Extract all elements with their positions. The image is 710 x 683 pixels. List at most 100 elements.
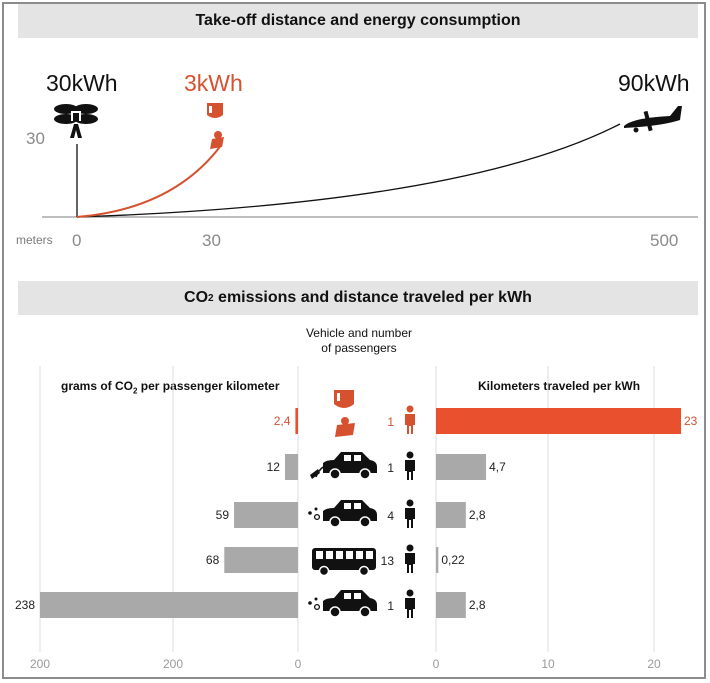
km-value-label: 23 — [684, 414, 698, 428]
jetpack-stripe — [337, 393, 340, 401]
bus-window — [356, 551, 363, 559]
exhaust-puff — [314, 597, 318, 601]
car-wheel — [329, 468, 341, 480]
jetpack-icon — [207, 103, 223, 118]
bus-window — [316, 551, 323, 559]
right-tick-label: 10 — [541, 657, 555, 671]
passenger-count: 4 — [387, 509, 394, 523]
jetpack-path — [76, 143, 223, 218]
car-icon — [308, 590, 377, 618]
right-tick-label: 20 — [647, 657, 661, 671]
passenger-count: 1 — [387, 461, 394, 475]
car-wheel — [329, 606, 341, 618]
car-icon — [308, 500, 377, 528]
left-header-sub: 2 — [133, 386, 138, 396]
passenger-count: 1 — [387, 599, 394, 613]
km-value-label: 2,8 — [469, 598, 486, 612]
drone-icon — [54, 104, 98, 138]
jetpack-flyer-icon — [210, 131, 224, 149]
airplane-energy-label: 90kWh — [618, 70, 690, 96]
left-tick-label: 200 — [163, 657, 183, 671]
x-tick-30: 30 — [202, 231, 221, 250]
bus-window — [346, 551, 353, 559]
bus-wheel — [358, 565, 370, 577]
center-header-line-1: Vehicle and number — [305, 326, 413, 340]
km-value-label: 2,8 — [469, 508, 486, 522]
exhaust-puff — [313, 603, 321, 611]
person-head — [406, 451, 414, 459]
co2-value-label: 59 — [216, 508, 230, 522]
km-bar — [436, 592, 466, 618]
car-window — [344, 503, 351, 509]
passenger-count: 1 — [387, 415, 394, 429]
flyer-head — [341, 417, 349, 425]
jetpack-energy-label: 3kWh — [184, 70, 243, 96]
co2-bar — [295, 408, 298, 434]
person-body — [405, 598, 415, 618]
exhaust-puff — [308, 601, 312, 605]
center-header: Vehicle and number of passengers — [304, 326, 414, 356]
co2-bar — [224, 547, 298, 573]
co2-bar — [234, 502, 298, 528]
airplane-icon — [624, 106, 682, 133]
airplane-path — [76, 123, 621, 218]
co2-bar — [40, 592, 298, 618]
left-tick-label: 0 — [295, 657, 302, 671]
bus-wheel — [318, 565, 330, 577]
passenger-count: 13 — [381, 554, 395, 568]
y-tick-label: 30 — [26, 129, 45, 148]
co2-value-label: 238 — [15, 598, 35, 612]
left-header-prefix: grams of CO — [61, 379, 134, 393]
car-wheel — [359, 468, 371, 480]
co2-value-label: 2,4 — [274, 414, 291, 428]
car-wheel — [359, 516, 371, 528]
jetpack-flyer-icon — [335, 417, 355, 437]
right-header: Kilometers traveled per kWh — [478, 379, 641, 393]
co2-value-label: 68 — [206, 553, 220, 567]
car-window — [354, 593, 361, 599]
plug-head — [310, 469, 320, 479]
person-head — [406, 499, 414, 507]
x-unit-label: meters — [16, 233, 53, 247]
car-window — [344, 593, 351, 599]
x-tick-0: 0 — [72, 231, 82, 250]
section2-title-suffix: emissions and distance traveled per kWh — [213, 289, 532, 306]
exhaust-puff — [314, 507, 318, 511]
vehicle-icons-layer: 1 1 4 13 1 — [308, 390, 415, 618]
center-header-line-2: of passengers — [321, 341, 397, 355]
car-wheel — [329, 516, 341, 528]
person-icon — [405, 451, 415, 480]
section1-title: Take-off distance and energy consumption — [18, 4, 698, 38]
bars-layer: 2,4 23 12 4,7 59 2,8 68 0,22 238 2,8 — [15, 408, 698, 618]
person-body — [405, 508, 415, 528]
person-head — [406, 589, 414, 597]
electric-car-icon — [310, 452, 377, 480]
section2-title-sub: 2 — [208, 292, 214, 304]
bus-icon — [312, 548, 376, 577]
person-icon — [405, 499, 415, 528]
km-bar — [436, 408, 681, 434]
person-icon — [405, 405, 415, 434]
km-value-label: 0,22 — [441, 553, 465, 567]
bus-window — [326, 551, 333, 559]
person-icon — [405, 544, 415, 573]
person-body — [405, 460, 415, 480]
exhaust-puff — [313, 513, 321, 521]
bus-window — [366, 551, 373, 559]
co2-bar — [284, 454, 298, 480]
km-bar — [436, 454, 487, 480]
car-window — [354, 503, 361, 509]
bus-window — [336, 551, 343, 559]
exhaust-puff — [308, 511, 312, 515]
right-tick-label: 0 — [433, 657, 440, 671]
jetpack-icon — [334, 390, 354, 408]
section2-title-prefix: CO — [184, 289, 209, 306]
car-window — [354, 455, 361, 461]
flyer-body — [335, 423, 355, 437]
km-bar — [436, 547, 439, 573]
person-head — [406, 544, 414, 552]
km-value-label: 4,7 — [489, 460, 506, 474]
car-body — [323, 452, 377, 473]
person-icon — [405, 589, 415, 618]
